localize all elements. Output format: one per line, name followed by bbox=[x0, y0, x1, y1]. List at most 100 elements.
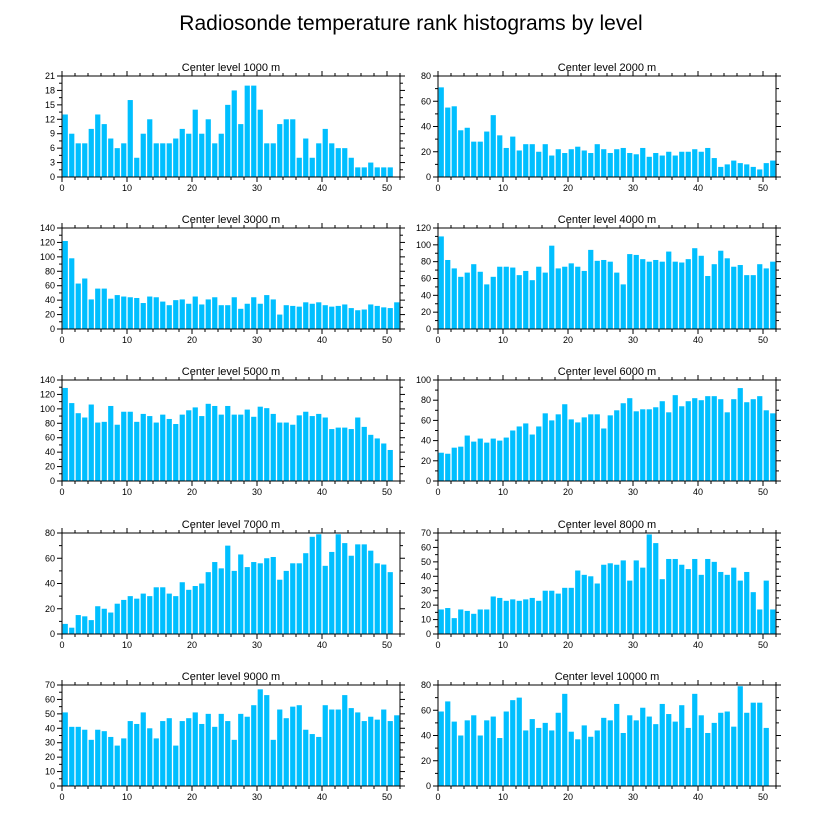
bar bbox=[134, 421, 140, 481]
bar bbox=[342, 543, 348, 634]
bar bbox=[153, 738, 159, 786]
bar bbox=[374, 719, 380, 786]
bar bbox=[672, 261, 678, 329]
bar bbox=[659, 703, 665, 786]
bar bbox=[575, 146, 581, 177]
bar bbox=[601, 717, 607, 786]
bar bbox=[588, 576, 594, 634]
bar bbox=[692, 149, 698, 177]
bar bbox=[614, 703, 620, 786]
bar bbox=[594, 144, 600, 177]
bar bbox=[82, 616, 88, 634]
y-tick-label: 6 bbox=[50, 143, 55, 153]
bar bbox=[646, 716, 652, 786]
bar bbox=[451, 618, 457, 634]
x-tick-label: 50 bbox=[382, 640, 392, 650]
bar bbox=[264, 143, 270, 177]
bar bbox=[368, 550, 374, 634]
bar bbox=[490, 115, 496, 177]
bar bbox=[186, 410, 192, 481]
y-tick-label: 80 bbox=[421, 257, 431, 267]
y-tick-label: 20 bbox=[45, 462, 55, 472]
bar bbox=[283, 119, 289, 177]
x-tick-label: 10 bbox=[122, 487, 132, 497]
bar bbox=[225, 545, 231, 635]
bar bbox=[737, 265, 743, 329]
x-tick-label: 10 bbox=[122, 640, 132, 650]
bar bbox=[322, 305, 328, 329]
x-tick-label: 40 bbox=[317, 183, 327, 193]
bar bbox=[140, 303, 146, 329]
bar bbox=[659, 401, 665, 481]
bar bbox=[134, 297, 140, 329]
bar bbox=[510, 136, 516, 177]
bar bbox=[257, 303, 263, 329]
bar bbox=[438, 711, 444, 786]
y-tick-label: 60 bbox=[421, 705, 431, 715]
bar bbox=[231, 90, 237, 177]
bar bbox=[445, 608, 451, 634]
bar bbox=[724, 711, 730, 786]
y-tick-label: 60 bbox=[421, 96, 431, 106]
bar bbox=[451, 268, 457, 329]
bar bbox=[438, 236, 444, 329]
bar bbox=[212, 562, 218, 634]
x-tick-label: 0 bbox=[435, 335, 440, 345]
bar bbox=[121, 296, 127, 329]
bar bbox=[342, 695, 348, 786]
bar bbox=[134, 598, 140, 634]
bar bbox=[140, 413, 146, 481]
x-tick-label: 50 bbox=[758, 183, 768, 193]
bar bbox=[627, 715, 633, 786]
bar bbox=[490, 438, 496, 481]
bar bbox=[147, 596, 153, 635]
bar bbox=[303, 302, 309, 329]
bar bbox=[464, 610, 470, 634]
panel-title: Center level 5000 m bbox=[182, 366, 280, 378]
chart-panel-6: Center level 6000 m 0 20 40 60 80 100 0 10 20 30 40… bbox=[416, 366, 781, 497]
bar bbox=[251, 562, 257, 634]
chart-panel-9: Center level 9000 m 0 10 20 30 40 50 60 70 0 10 20 3… bbox=[45, 671, 405, 802]
bar bbox=[536, 600, 542, 634]
bar bbox=[355, 167, 361, 177]
bar bbox=[82, 729, 88, 786]
y-tick-label: 120 bbox=[40, 389, 55, 399]
bar bbox=[95, 288, 101, 329]
bar bbox=[199, 133, 205, 177]
bar bbox=[140, 133, 146, 177]
bar bbox=[516, 426, 522, 481]
y-tick-label: 100 bbox=[40, 404, 55, 414]
bar bbox=[757, 396, 763, 481]
y-tick-label: 20 bbox=[421, 456, 431, 466]
bar bbox=[62, 387, 68, 481]
bar bbox=[114, 424, 120, 481]
x-tick-label: 10 bbox=[122, 792, 132, 802]
bar bbox=[575, 266, 581, 329]
bar bbox=[147, 416, 153, 481]
bar bbox=[464, 435, 470, 481]
bar bbox=[257, 563, 263, 634]
bar bbox=[490, 716, 496, 786]
bar bbox=[438, 87, 444, 177]
bar bbox=[471, 715, 477, 786]
bar bbox=[62, 240, 68, 329]
bar bbox=[503, 437, 509, 481]
y-tick-label: 20 bbox=[45, 310, 55, 320]
bar bbox=[542, 413, 548, 481]
bar bbox=[108, 138, 114, 177]
bar bbox=[251, 705, 257, 786]
bar bbox=[192, 109, 198, 177]
bar bbox=[153, 297, 159, 329]
bar bbox=[497, 135, 503, 177]
y-tick-label: 40 bbox=[421, 436, 431, 446]
bar bbox=[757, 702, 763, 786]
bar bbox=[731, 399, 737, 481]
bar bbox=[309, 536, 315, 634]
bar bbox=[503, 711, 509, 786]
bar bbox=[303, 553, 309, 634]
bar bbox=[737, 163, 743, 177]
bar bbox=[218, 713, 224, 786]
bar bbox=[225, 104, 231, 177]
bar bbox=[251, 416, 257, 481]
bar bbox=[549, 590, 555, 634]
